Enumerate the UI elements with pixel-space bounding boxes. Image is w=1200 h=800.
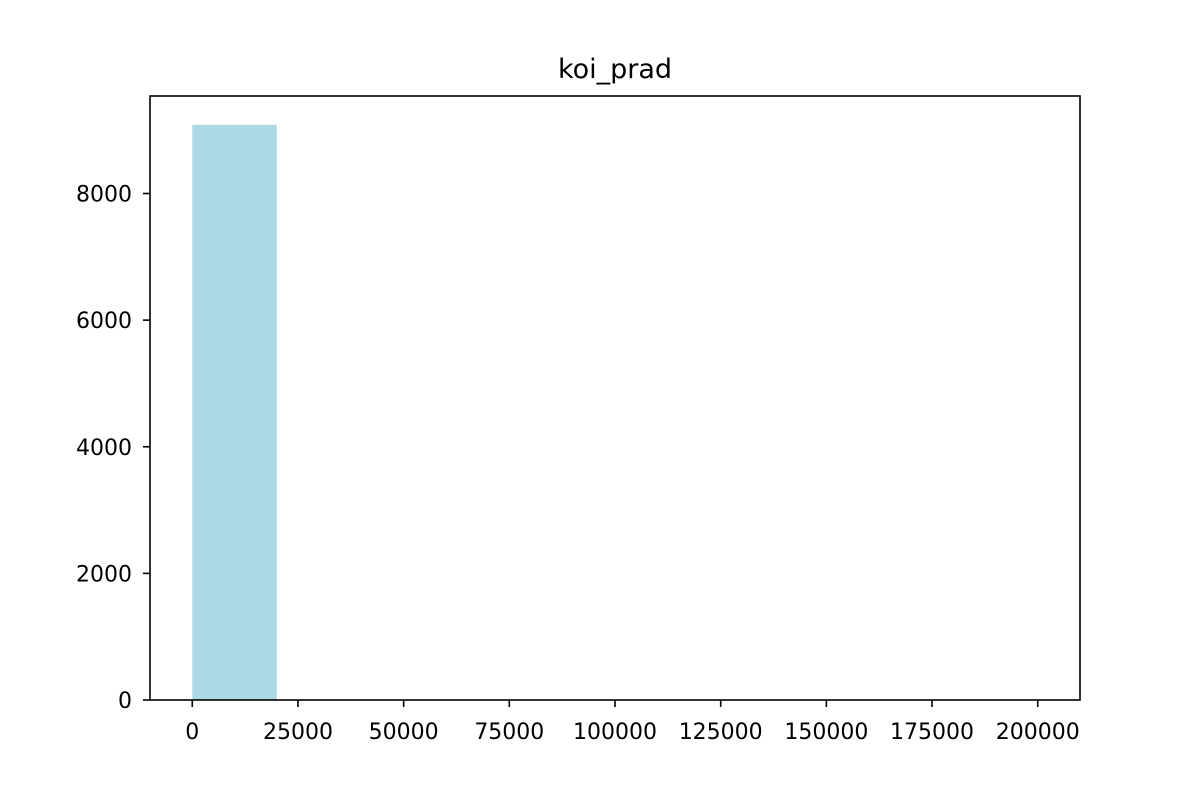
y-tick-label: 4000 [76,436,132,461]
x-tick-label: 25000 [263,720,333,745]
histogram-bar-0 [192,124,277,700]
x-axis: 0 25000 50000 75000 100000 125000 150000 175000… [185,700,1080,745]
y-axis: 0 2000 4000 6000 8000 [76,183,150,714]
bars-group [192,124,1038,700]
x-tick-label: 200000 [996,720,1080,745]
x-tick-label: 100000 [573,720,657,745]
y-tick-label: 0 [118,689,132,714]
y-tick-label: 2000 [76,562,132,587]
x-tick-label: 125000 [679,720,763,745]
y-tick-label: 8000 [76,183,132,208]
x-tick-label: 175000 [890,720,974,745]
plot-frame [149,95,1081,701]
x-tick-label: 75000 [474,720,544,745]
x-tick-label: 0 [185,720,199,745]
x-tick-label: 150000 [784,720,868,745]
chart-title: koi_prad [558,54,672,85]
x-tick-label: 50000 [369,720,439,745]
y-tick-label: 6000 [76,309,132,334]
